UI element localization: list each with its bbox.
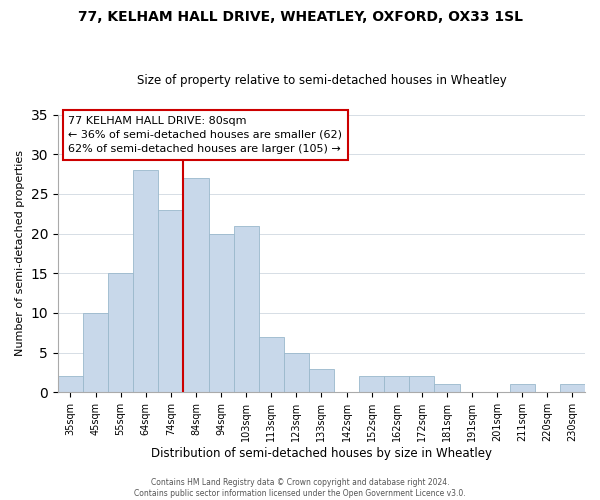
Bar — [58, 376, 83, 392]
Bar — [309, 368, 334, 392]
X-axis label: Distribution of semi-detached houses by size in Wheatley: Distribution of semi-detached houses by … — [151, 447, 492, 460]
Text: Contains HM Land Registry data © Crown copyright and database right 2024.
Contai: Contains HM Land Registry data © Crown c… — [134, 478, 466, 498]
Bar — [158, 210, 184, 392]
Bar — [108, 274, 133, 392]
Bar — [409, 376, 434, 392]
Bar — [510, 384, 535, 392]
Bar — [209, 234, 233, 392]
Bar — [284, 352, 309, 393]
Bar — [133, 170, 158, 392]
Bar — [434, 384, 460, 392]
Text: 77 KELHAM HALL DRIVE: 80sqm
← 36% of semi-detached houses are smaller (62)
62% o: 77 KELHAM HALL DRIVE: 80sqm ← 36% of sem… — [68, 116, 343, 154]
Bar — [560, 384, 585, 392]
Bar — [233, 226, 259, 392]
Bar — [384, 376, 409, 392]
Bar — [359, 376, 384, 392]
Bar — [184, 178, 209, 392]
Text: 77, KELHAM HALL DRIVE, WHEATLEY, OXFORD, OX33 1SL: 77, KELHAM HALL DRIVE, WHEATLEY, OXFORD,… — [77, 10, 523, 24]
Bar — [259, 337, 284, 392]
Title: Size of property relative to semi-detached houses in Wheatley: Size of property relative to semi-detach… — [137, 74, 506, 87]
Bar — [83, 313, 108, 392]
Y-axis label: Number of semi-detached properties: Number of semi-detached properties — [15, 150, 25, 356]
